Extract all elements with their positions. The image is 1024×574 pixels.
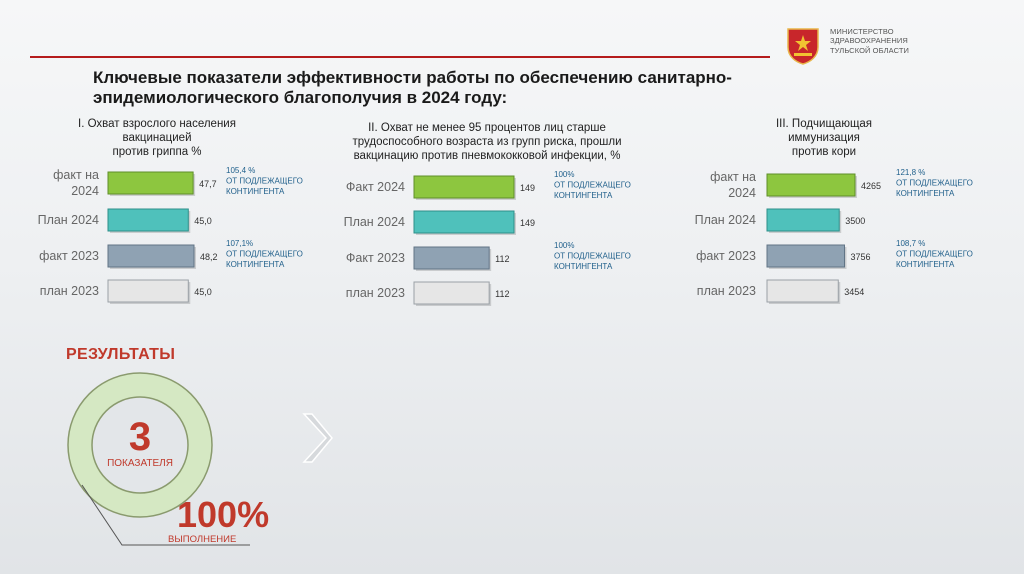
annotation-text: 108,7 % [896,239,925,248]
annotation-text: ОТ ПОДЛЕЖАЩЕГО [896,179,973,188]
value-label: 3454 [844,287,864,297]
category-label: план 2023 [40,284,99,298]
value-label: 47,7 [199,179,217,189]
coat-of-arms-icon [787,28,819,65]
chart-2-title: II. Охват не менее 95 процентов лиц стар… [322,121,652,163]
category-label: 2024 [728,186,756,200]
chart-title-line: вакцинацию против пневмококковой инфекци… [353,150,621,162]
annotation-text: ОТ ПОДЛЕЖАЩЕГО [554,181,631,190]
annotation-text: 105,4 % [226,166,255,175]
chevron-right-icon [302,413,333,463]
results-pointer-line [81,484,250,546]
annotation-text: КОНТИНГЕНТА [226,187,285,196]
page-title: Ключевые показатели эффективности работы… [93,68,732,107]
ministry-line: МИНИСТЕРСТВО [830,27,894,36]
annotation-text: 100% [554,241,574,250]
chart-title-line: против кори [791,146,857,158]
bar [766,244,845,268]
annotation-text: КОНТИНГЕНТА [554,262,613,271]
bar [107,279,189,303]
value-label: 149 [520,183,535,193]
chart-1-title: I. Охват взрослого населения вакцинацией… [48,117,266,159]
category-label: Факт 2024 [346,180,405,194]
annotation-text: КОНТИНГЕНТА [226,260,285,269]
annotation-text: ОТ ПОДЛЕЖАЩЕГО [554,252,631,261]
annotation-text: ОТ ПОДЛЕЖАЩЕГО [226,177,303,186]
category-label: факт 2023 [696,249,756,263]
category-label: факт на [710,170,756,184]
results-percent: 100% [177,494,270,535]
ministry-line: ТУЛЬСКОЙ ОБЛАСТИ [830,45,910,55]
category-label: План 2024 [38,213,99,227]
value-label: 45,0 [194,216,212,226]
chart-3-title: III. Подчищающая иммунизация против кори [730,117,918,159]
value-label: 112 [495,289,509,299]
value-label: 3500 [845,216,865,226]
chart-title-line: против гриппа % [112,146,202,158]
value-label: 4265 [861,181,881,191]
category-label: Факт 2023 [346,251,405,265]
bar [766,208,840,232]
category-label: 2024 [71,184,99,198]
results-count: 3 [128,415,152,459]
bar [413,246,490,270]
value-label: 3756 [850,252,870,262]
chart-title-line: III. Подчищающая [775,118,873,130]
value-label: 48,2 [200,252,218,262]
value-label: 45,0 [194,287,212,297]
annotation-text: КОНТИНГЕНТА [896,189,955,198]
annotation-text: 100% [554,170,574,179]
bar [766,279,839,303]
bar [107,208,189,232]
category-label: факт на [53,168,99,182]
bar [107,171,194,195]
header-divider [30,56,770,58]
annotation-text: КОНТИНГЕНТА [896,260,955,269]
chart-title-line: I. Охват взрослого населения [78,118,236,130]
value-label: 112 [495,254,509,264]
category-label: факт 2023 [39,249,99,263]
bar [413,210,515,234]
bar [766,173,856,197]
category-label: План 2024 [344,215,405,229]
ministry-line: ЗДРАВООХРАНЕНИЯ [830,36,908,46]
category-label: План 2024 [695,213,756,227]
ministry-name: МИНИСТЕРСТВО ЗДРАВООХРАНЕНИЯ ТУЛЬСКОЙ ОБ… [830,27,909,55]
chart-title-line: вакцинацией [122,132,192,144]
annotation-text: ОТ ПОДЛЕЖАЩЕГО [226,250,303,259]
annotation-text: ОТ ПОДЛЕЖАЩЕГО [896,250,973,259]
bar [107,244,195,268]
results-percent-label: ВЫПОЛНЕНИЕ [168,534,237,545]
category-label: план 2023 [697,284,756,298]
results-title: РЕЗУЛЬТАТЫ [66,346,176,363]
chart-title-line: иммунизация [788,132,860,144]
annotation-text: 107,1% [226,239,253,248]
chart-title-line: трудоспособного возраста из групп риска,… [352,136,622,148]
results-ring-inner [91,396,189,494]
value-label: 149 [520,218,535,228]
chart-title-line: II. Охват не менее 95 процентов лиц стар… [368,122,606,134]
annotation-text: 121,8 % [896,168,925,177]
bar [413,281,490,305]
results-count-label: ПОКАЗАТЕЛЯ [107,458,173,469]
category-label: план 2023 [346,286,405,300]
bar [413,175,515,199]
annotation-text: КОНТИНГЕНТА [554,191,613,200]
